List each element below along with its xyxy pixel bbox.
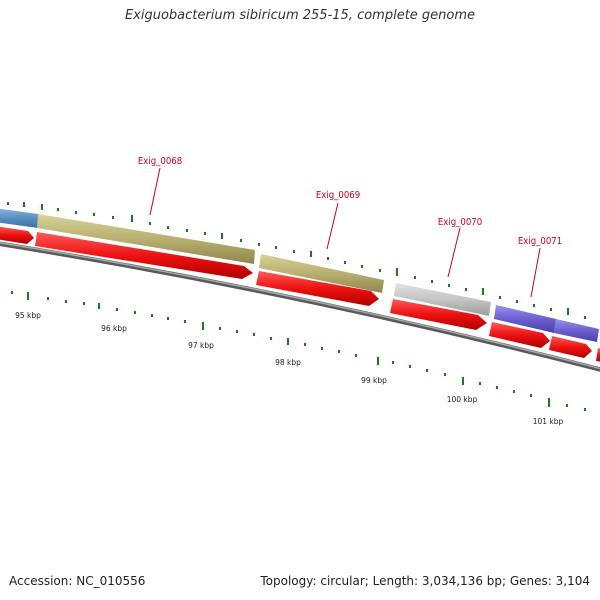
kbp-label: 97 kbp xyxy=(188,341,214,350)
cds-arrow[interactable] xyxy=(390,299,487,330)
gene-label-exig-0070[interactable]: Exig_0070 xyxy=(438,217,482,278)
kbp-label: 95 kbp xyxy=(15,311,41,320)
svg-text:Exig_0068: Exig_0068 xyxy=(138,156,182,167)
cds-arrow[interactable] xyxy=(35,232,253,279)
feature-band-exig-0070[interactable] xyxy=(394,283,491,316)
svg-text:Exig_0069: Exig_0069 xyxy=(316,190,360,201)
gene-label-exig-0068[interactable]: Exig_0068 xyxy=(138,156,182,216)
cds-arrow[interactable] xyxy=(0,226,34,244)
cds-arrow[interactable] xyxy=(596,348,600,362)
kbp-label: 96 kbp xyxy=(101,324,127,333)
feature-band-blue[interactable] xyxy=(0,208,38,228)
lower-tick-marks xyxy=(11,291,586,411)
cds-arrow[interactable] xyxy=(256,271,379,306)
topology-text: Topology: circular; Length: 3,034,136 bp… xyxy=(260,574,590,588)
kbp-label: 99 kbp xyxy=(361,376,387,385)
feature-band-exig-0068[interactable] xyxy=(37,214,255,264)
accession-text: Accession: NC_010556 xyxy=(9,574,146,588)
kbp-label: 98 kbp xyxy=(275,358,301,367)
feature-band-exig-0069[interactable] xyxy=(259,254,384,293)
kbp-scale-labels: 95 kbp 96 kbp 97 kbp 98 kbp 99 kbp 100 k… xyxy=(15,311,563,426)
kbp-label: 100 kbp xyxy=(447,395,478,404)
svg-text:Exig_0071: Exig_0071 xyxy=(518,236,562,247)
gene-label-exig-0071[interactable]: Exig_0071 xyxy=(518,236,562,298)
cds-arrow[interactable] xyxy=(549,336,592,358)
genome-title: Exiguobacterium sibiricum 255-15, comple… xyxy=(124,8,476,23)
svg-text:Exig_0070: Exig_0070 xyxy=(438,217,482,228)
feature-band-exig-0071[interactable] xyxy=(494,305,599,342)
upper-tick-marks xyxy=(7,202,586,319)
genome-backbone xyxy=(0,241,600,372)
gene-label-exig-0069[interactable]: Exig_0069 xyxy=(316,190,360,250)
cds-arrow[interactable] xyxy=(489,322,550,348)
kbp-label: 101 kbp xyxy=(533,417,564,426)
cds-arrows xyxy=(0,226,600,362)
